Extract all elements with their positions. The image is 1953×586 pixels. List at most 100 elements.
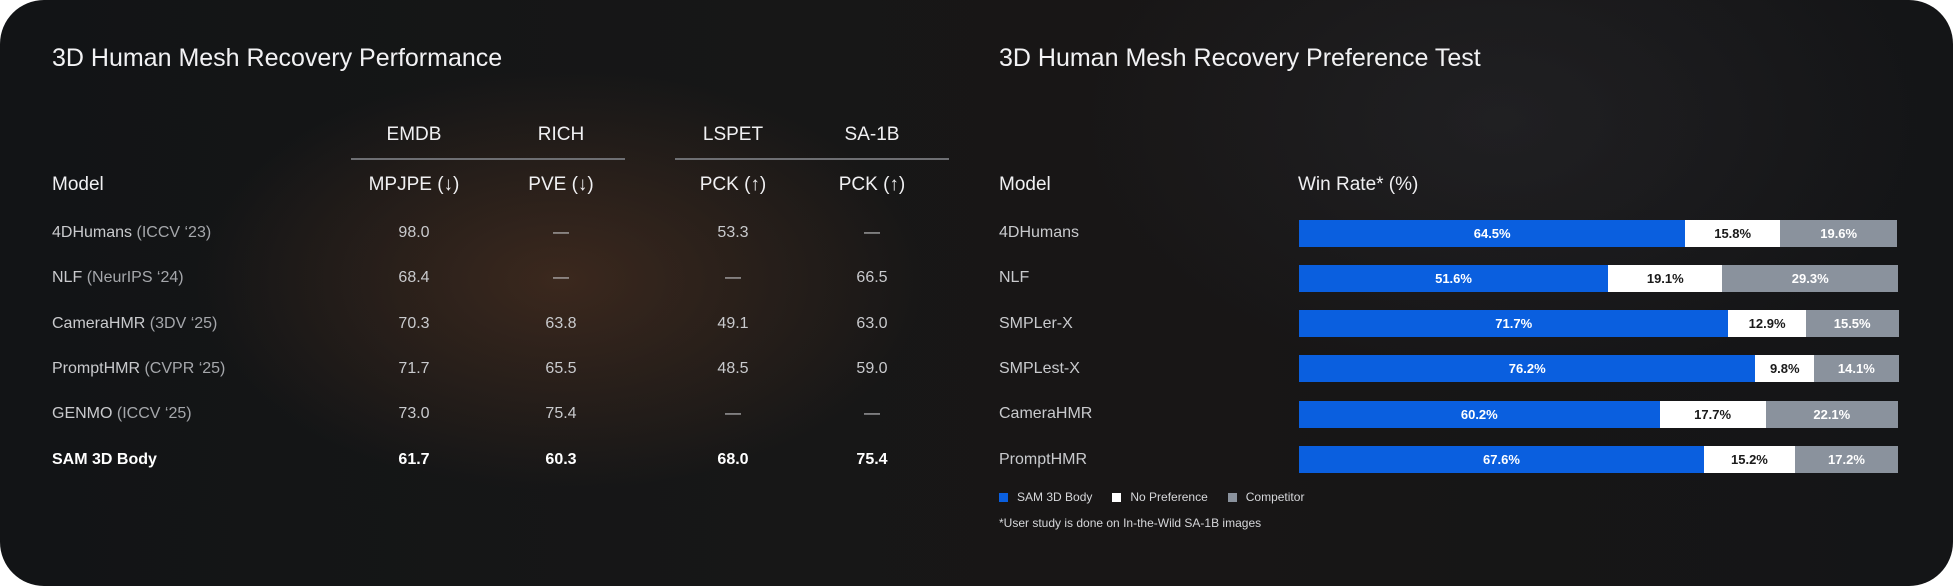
bar-category-label: CameraHMR (999, 405, 1093, 423)
bar-category-label: SMPLest-X (999, 359, 1080, 377)
bar-data-label: 71.7% (1495, 316, 1533, 332)
bar-segment-competitor: 14.1% (1814, 355, 1899, 383)
legend-swatch-competitor (1227, 492, 1237, 502)
bar-segment-sam-3d-body: 71.7% (1299, 310, 1729, 338)
bar-data-label: 76.2% (1508, 361, 1546, 377)
table-cell: 73.0 (398, 405, 430, 423)
table-row-model: CameraHMR (3DV ‘25) (52, 315, 217, 333)
bar-data-label: 9.8% (1769, 361, 1800, 377)
table-cell: 75.4 (856, 450, 888, 468)
table-cell: 70.3 (398, 314, 430, 332)
group-header-emdb: EMDB (386, 124, 442, 145)
metric-header-pve: PVE (↓) (528, 174, 594, 195)
table-cell: — (553, 269, 569, 287)
table-row-model: GENMO (ICCV ‘25) (52, 405, 192, 423)
bar-segment-sam-3d-body: 64.5% (1299, 219, 1686, 247)
table-cell: 61.7 (398, 450, 430, 468)
bar-segment-sam-3d-body: 51.6% (1299, 264, 1609, 292)
table-cell: 68.0 (717, 450, 749, 468)
table-cell: 71.7 (398, 359, 430, 377)
model-name: SAM 3D Body (52, 450, 157, 468)
bar-segment-competitor: 19.6% (1779, 219, 1898, 247)
model-venue: (ICCV ‘23) (136, 224, 212, 241)
model-venue: (NeurIPS ‘24) (86, 269, 184, 287)
chart-legend: SAM 3D Body No Preference Competitor (999, 490, 1324, 504)
bar-segment-no-preference: 9.8% (1755, 355, 1815, 383)
model-name: 4DHumans (52, 224, 133, 241)
bar-data-label: 60.2% (1460, 406, 1498, 422)
bar-segment-sam-3d-body: 60.2% (1299, 400, 1660, 428)
bar-data-label: 19.6% (1820, 225, 1858, 241)
bar-data-label: 51.6% (1435, 270, 1472, 286)
bar-data-label: 29.3% (1791, 270, 1829, 286)
bar-segment-no-preference: 15.8% (1685, 219, 1780, 247)
table-cell: 63.8 (545, 314, 577, 332)
bar-data-label: 64.5% (1473, 225, 1511, 241)
group-header-sa1b: SA-1B (844, 124, 900, 145)
table-cell: 60.3 (545, 450, 577, 468)
chart-footnote: *User study is done on In-the-Wild SA-1B… (999, 516, 1262, 530)
table-row-model: NLF (NeurIPS ‘24) (52, 269, 184, 287)
model-column-header: Model (52, 174, 104, 195)
legend-swatch-sam-3d-body (999, 492, 1008, 502)
table-cell: — (725, 405, 741, 423)
table-cell: — (725, 269, 741, 287)
bar-data-label: 15.2% (1731, 452, 1768, 467)
group-divider-indoor (351, 158, 625, 160)
bar-category-label: NLF (999, 269, 1030, 287)
win-rate-header: Win Rate* (%) (1298, 174, 1419, 195)
table-cell: — (864, 224, 880, 241)
bar-data-label: 14.1% (1837, 361, 1875, 377)
metric-header-pck-sa1b: PCK (↑) (838, 174, 906, 195)
legend-swatch-no-preference (1112, 492, 1122, 502)
bar-segment-competitor: 17.2% (1794, 446, 1898, 473)
legend-item-sam-3d-body: SAM 3D Body (999, 490, 1092, 504)
legend-item-competitor: Competitor (1227, 490, 1305, 504)
table-cell: 98.0 (398, 224, 430, 241)
table-row-model: SAM 3D Body (52, 451, 157, 469)
bar-category-label: SMPLer-X (999, 314, 1073, 332)
table-cell: 63.0 (856, 314, 888, 332)
group-header-lspet: LSPET (702, 124, 764, 145)
table-cell: 59.0 (856, 359, 888, 377)
table-cell: 53.3 (717, 224, 749, 241)
table-row-model: PromptHMR (CVPR ‘25) (52, 360, 225, 378)
model-venue: (ICCV ‘25) (116, 405, 192, 423)
bar-data-label: 12.9% (1748, 316, 1786, 332)
bar-segment-competitor: 29.3% (1722, 264, 1898, 292)
group-header-rich: RICH (537, 124, 585, 145)
model-name: CameraHMR (52, 314, 146, 332)
table-cell: — (553, 224, 569, 241)
legend-label-sam-3d-body: SAM 3D Body (1017, 490, 1093, 504)
model-venue: (CVPR ‘25) (144, 359, 226, 377)
model-venue: (3DV ‘25) (149, 314, 218, 332)
bar-data-label: 17.7% (1694, 406, 1732, 422)
bar-segment-no-preference: 17.7% (1659, 400, 1766, 428)
bar-data-label: 17.2% (1828, 452, 1865, 467)
chart-model-header: Model (999, 174, 1051, 195)
table-cell: 65.5 (545, 359, 577, 377)
legend-item-no-preference: No Preference (1112, 490, 1208, 504)
performance-title: 3D Human Mesh Recovery Performance (52, 44, 503, 72)
table-cell: 66.5 (856, 269, 888, 287)
group-divider-outdoor (675, 158, 949, 160)
bar-data-label: 67.6% (1483, 452, 1520, 467)
metric-header-pck-lspet: PCK (↑) (699, 174, 767, 195)
table-cell: 49.1 (717, 314, 749, 332)
table-cell: — (864, 405, 880, 423)
table-cell: 68.4 (398, 269, 430, 287)
model-name: GENMO (52, 405, 113, 423)
table-cell: 48.5 (717, 359, 749, 377)
bar-segment-no-preference: 19.1% (1608, 264, 1723, 292)
legend-label-competitor: Competitor (1245, 490, 1305, 504)
bar-segment-no-preference: 15.2% (1703, 446, 1795, 473)
bar-data-label: 15.8% (1714, 225, 1752, 241)
model-name: PromptHMR (52, 359, 141, 377)
bar-data-label: 15.5% (1833, 316, 1871, 332)
bar-category-label: PromptHMR (999, 450, 1088, 468)
bar-segment-sam-3d-body: 67.6% (1299, 446, 1704, 473)
legend-label-no-preference: No Preference (1130, 490, 1208, 504)
preference-title: 3D Human Mesh Recovery Preference Test (999, 44, 1481, 72)
bar-data-label: 19.1% (1646, 270, 1684, 286)
bar-segment-no-preference: 12.9% (1728, 310, 1806, 338)
